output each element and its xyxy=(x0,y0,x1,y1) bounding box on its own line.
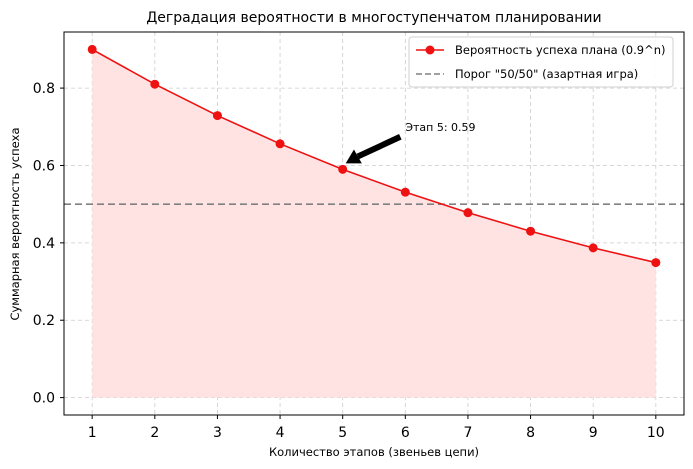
y-tick-label: 0.0 xyxy=(33,391,55,407)
series-line xyxy=(91,48,657,264)
y-tick-label: 0.6 xyxy=(33,158,55,174)
annotation: Этап 5: 0.59 xyxy=(345,121,476,164)
plot-frame xyxy=(63,31,685,416)
data-point xyxy=(651,258,661,268)
points-layer xyxy=(87,44,661,268)
x-tick-label: 7 xyxy=(463,425,472,441)
legend-box xyxy=(408,36,674,88)
x-tick-label: 8 xyxy=(526,425,535,441)
data-point xyxy=(526,226,536,236)
data-point xyxy=(338,164,348,174)
x-axis-ticks: 1 2 3 4 5 6 7 8 9 10 xyxy=(88,415,665,441)
y-tick-label: 0.4 xyxy=(33,236,55,252)
data-point xyxy=(275,139,285,149)
x-tick-label: 3 xyxy=(213,425,222,441)
legend-series-label: Вероятность успеха плана (0.9^n) xyxy=(455,43,665,57)
chart-title: Деградация вероятности в многоступенчато… xyxy=(146,10,601,26)
annotation-arrow-head xyxy=(345,149,362,164)
y-tick-label: 0.2 xyxy=(33,313,55,329)
x-tick-label: 1 xyxy=(88,425,97,441)
annotation-label: Этап 5: 0.59 xyxy=(405,121,475,134)
x-tick-label: 2 xyxy=(150,425,159,441)
data-point xyxy=(463,208,473,218)
data-point xyxy=(150,79,160,89)
data-point xyxy=(87,44,97,54)
x-tick-label: 9 xyxy=(589,425,598,441)
y-axis-ticks: 0.0 0.2 0.4 0.6 0.8 xyxy=(33,81,64,407)
x-tick-label: 5 xyxy=(338,425,347,441)
annotation-arrow-shaft xyxy=(356,134,402,160)
series-area-fill xyxy=(92,49,656,398)
legend-threshold-label: Порог "50/50" (азартная игра) xyxy=(455,67,638,81)
x-axis-label: Количество этапов (звеньев цепи) xyxy=(269,445,479,459)
x-tick-label: 4 xyxy=(276,425,285,441)
y-tick-label: 0.8 xyxy=(33,81,55,97)
x-tick-label: 10 xyxy=(647,425,665,441)
area-layer xyxy=(92,49,656,398)
legend-series-marker xyxy=(425,45,435,55)
line-layer xyxy=(91,48,657,264)
y-axis-label: Суммарная вероятность успеха xyxy=(8,127,22,320)
data-point xyxy=(588,243,598,253)
data-point xyxy=(400,187,410,197)
data-point xyxy=(212,111,222,121)
legend: Вероятность успеха плана (0.9^n) Порог "… xyxy=(408,36,674,88)
x-tick-label: 6 xyxy=(401,425,410,441)
